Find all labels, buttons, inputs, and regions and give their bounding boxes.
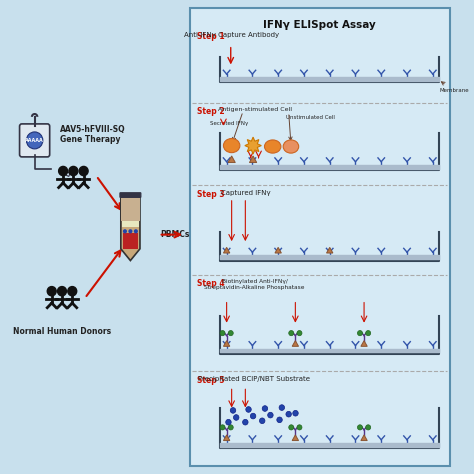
Circle shape xyxy=(250,413,256,419)
Ellipse shape xyxy=(264,140,281,153)
Text: Captured IFNγ: Captured IFNγ xyxy=(220,190,270,196)
Circle shape xyxy=(128,229,132,233)
Text: Precipitated BCIP/NBT Substrate: Precipitated BCIP/NBT Substrate xyxy=(199,376,310,382)
Text: Membrane: Membrane xyxy=(439,82,469,93)
Circle shape xyxy=(59,166,68,176)
Text: Step 2: Step 2 xyxy=(198,108,225,117)
Circle shape xyxy=(243,419,248,425)
Text: Step 1: Step 1 xyxy=(198,32,225,41)
Circle shape xyxy=(268,412,273,418)
Circle shape xyxy=(297,330,302,336)
Text: Antigen-stimulated Cell: Antigen-stimulated Cell xyxy=(218,108,292,112)
Polygon shape xyxy=(223,341,230,346)
Circle shape xyxy=(226,419,231,425)
Circle shape xyxy=(286,411,292,417)
Text: Normal Human Donors: Normal Human Donors xyxy=(13,327,111,336)
FancyBboxPatch shape xyxy=(120,193,141,197)
Text: AAV5-hFVIII-SQ
Gene Therapy: AAV5-hFVIII-SQ Gene Therapy xyxy=(60,125,125,144)
Circle shape xyxy=(297,425,302,430)
Circle shape xyxy=(259,418,265,424)
Circle shape xyxy=(289,425,294,430)
Circle shape xyxy=(79,166,88,176)
Text: Unstimulated Cell: Unstimulated Cell xyxy=(286,115,335,120)
Circle shape xyxy=(293,410,298,416)
Circle shape xyxy=(228,330,233,336)
Polygon shape xyxy=(121,197,140,261)
Text: Anti-IFNγ Capture Antibody: Anti-IFNγ Capture Antibody xyxy=(184,32,279,38)
Circle shape xyxy=(262,406,268,411)
Polygon shape xyxy=(292,341,299,346)
Text: AAAAA: AAAAA xyxy=(25,138,44,143)
Circle shape xyxy=(68,287,77,296)
Polygon shape xyxy=(223,435,230,440)
Circle shape xyxy=(69,166,78,176)
Circle shape xyxy=(234,415,239,420)
Circle shape xyxy=(246,407,251,412)
Polygon shape xyxy=(361,435,367,440)
FancyBboxPatch shape xyxy=(19,124,50,157)
Circle shape xyxy=(220,330,225,336)
Polygon shape xyxy=(122,221,139,227)
FancyBboxPatch shape xyxy=(190,9,450,465)
Circle shape xyxy=(365,425,371,430)
Polygon shape xyxy=(228,156,235,163)
Circle shape xyxy=(365,330,371,336)
Text: Step 4: Step 4 xyxy=(198,279,225,288)
Text: Biotinylated Anti-IFNγ/
Streptavidin-Alkaline Phosphatase: Biotinylated Anti-IFNγ/ Streptavidin-Alk… xyxy=(204,279,305,290)
Polygon shape xyxy=(249,156,257,163)
Circle shape xyxy=(228,425,233,430)
Circle shape xyxy=(57,287,66,296)
Polygon shape xyxy=(361,341,367,346)
Polygon shape xyxy=(223,247,230,253)
Text: Secreted IFNγ: Secreted IFNγ xyxy=(210,120,248,126)
Polygon shape xyxy=(123,233,138,249)
Ellipse shape xyxy=(223,138,240,153)
Circle shape xyxy=(123,229,127,233)
Text: Step 5: Step 5 xyxy=(198,376,225,385)
Circle shape xyxy=(279,405,284,410)
Circle shape xyxy=(47,287,56,296)
Text: IFNγ ELISpot Assay: IFNγ ELISpot Assay xyxy=(263,20,376,30)
Circle shape xyxy=(357,330,363,336)
Polygon shape xyxy=(121,197,140,221)
Circle shape xyxy=(289,330,294,336)
Polygon shape xyxy=(58,168,70,176)
Circle shape xyxy=(230,408,236,413)
Polygon shape xyxy=(292,435,299,440)
Circle shape xyxy=(277,417,283,423)
Text: PBMCs: PBMCs xyxy=(160,230,190,239)
Circle shape xyxy=(134,229,138,233)
Ellipse shape xyxy=(283,140,299,153)
Circle shape xyxy=(27,132,43,149)
Text: Step 3: Step 3 xyxy=(198,190,225,199)
Polygon shape xyxy=(245,137,261,154)
Polygon shape xyxy=(275,247,282,253)
Polygon shape xyxy=(327,247,333,253)
Circle shape xyxy=(357,425,363,430)
Circle shape xyxy=(220,425,225,430)
